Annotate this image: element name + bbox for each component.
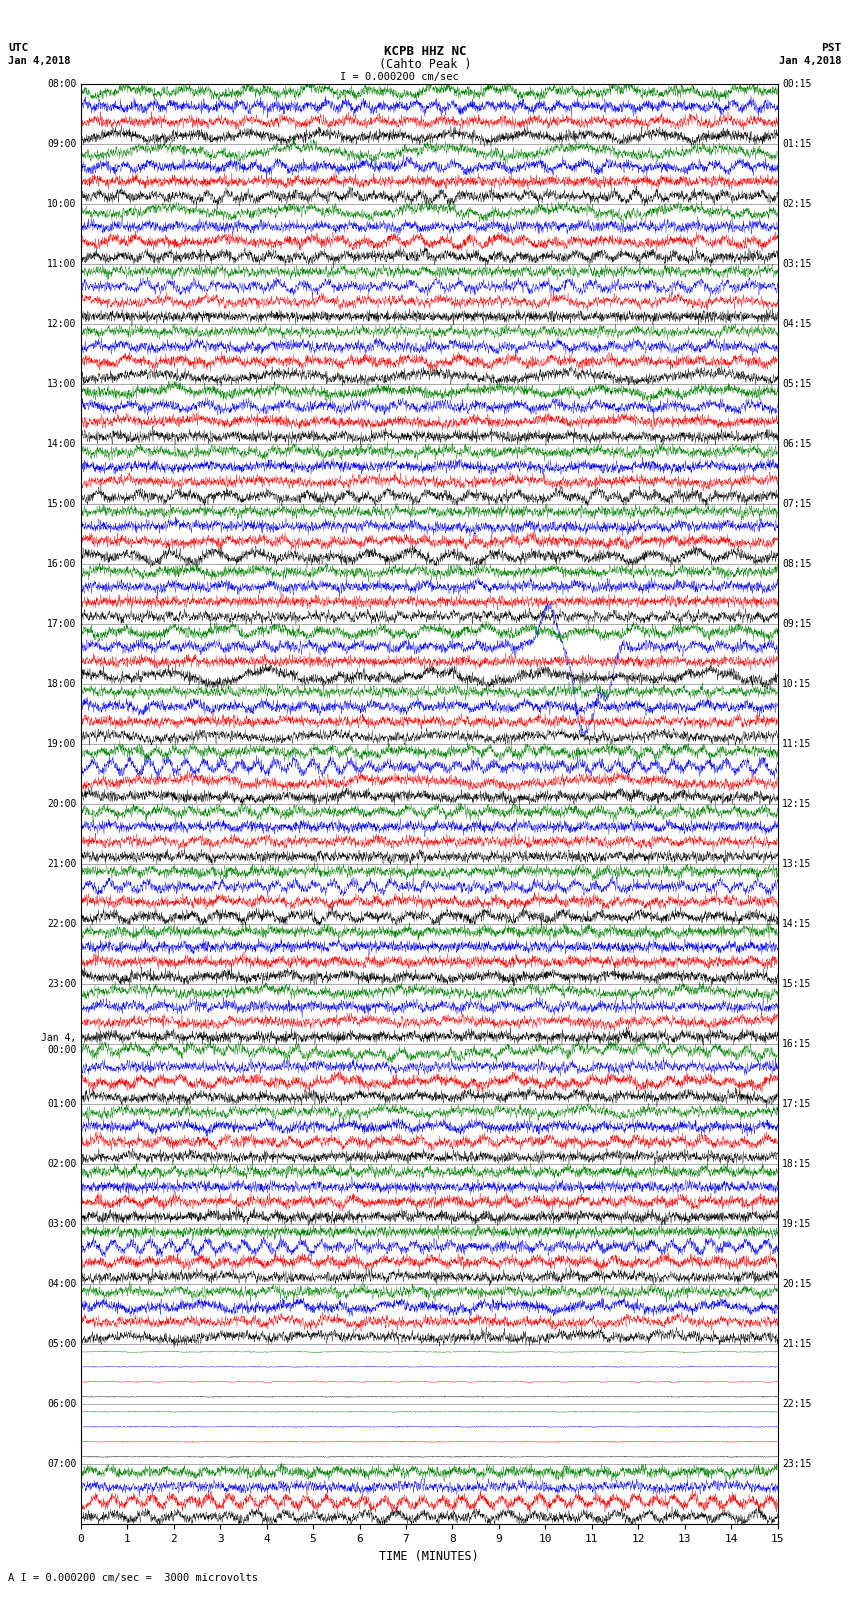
Text: 14:00: 14:00 [47, 439, 76, 448]
Text: 22:00: 22:00 [47, 919, 76, 929]
Text: Jan 4,2018: Jan 4,2018 [8, 56, 71, 66]
Text: 03:15: 03:15 [782, 260, 812, 269]
Text: 06:15: 06:15 [782, 439, 812, 448]
Text: 18:15: 18:15 [782, 1160, 812, 1169]
Text: 03:00: 03:00 [47, 1219, 76, 1229]
Text: I = 0.000200 cm/sec: I = 0.000200 cm/sec [340, 73, 459, 82]
Text: 17:15: 17:15 [782, 1098, 812, 1110]
Text: A I = 0.000200 cm/sec =  3000 microvolts: A I = 0.000200 cm/sec = 3000 microvolts [8, 1573, 258, 1582]
Text: 04:00: 04:00 [47, 1279, 76, 1289]
Text: 19:00: 19:00 [47, 739, 76, 748]
Text: 18:00: 18:00 [47, 679, 76, 689]
Text: 14:15: 14:15 [782, 919, 812, 929]
Text: 15:00: 15:00 [47, 498, 76, 510]
Text: 02:00: 02:00 [47, 1160, 76, 1169]
Text: PST: PST [821, 44, 842, 53]
Text: 19:15: 19:15 [782, 1219, 812, 1229]
Text: 05:00: 05:00 [47, 1339, 76, 1348]
Text: 21:00: 21:00 [47, 860, 76, 869]
Text: 11:00: 11:00 [47, 260, 76, 269]
Text: 13:00: 13:00 [47, 379, 76, 389]
Text: 01:00: 01:00 [47, 1098, 76, 1110]
Text: 23:00: 23:00 [47, 979, 76, 989]
Text: 15:15: 15:15 [782, 979, 812, 989]
Text: 02:15: 02:15 [782, 198, 812, 210]
Text: 07:00: 07:00 [47, 1460, 76, 1469]
Text: 01:15: 01:15 [782, 139, 812, 148]
Text: KCPB HHZ NC: KCPB HHZ NC [383, 45, 467, 58]
Text: 09:15: 09:15 [782, 619, 812, 629]
Text: 16:00: 16:00 [47, 560, 76, 569]
Text: 13:15: 13:15 [782, 860, 812, 869]
Text: UTC: UTC [8, 44, 29, 53]
Text: 07:15: 07:15 [782, 498, 812, 510]
Text: Jan 4,2018: Jan 4,2018 [779, 56, 842, 66]
Text: (Cahto Peak ): (Cahto Peak ) [379, 58, 471, 71]
Text: 10:00: 10:00 [47, 198, 76, 210]
Text: 23:15: 23:15 [782, 1460, 812, 1469]
Text: 08:00: 08:00 [47, 79, 76, 89]
Text: 10:15: 10:15 [782, 679, 812, 689]
Text: 06:00: 06:00 [47, 1398, 76, 1410]
Text: 21:15: 21:15 [782, 1339, 812, 1348]
Text: 04:15: 04:15 [782, 319, 812, 329]
Text: 22:15: 22:15 [782, 1398, 812, 1410]
Text: 17:00: 17:00 [47, 619, 76, 629]
Text: 12:15: 12:15 [782, 798, 812, 810]
Text: 16:15: 16:15 [782, 1039, 812, 1048]
Text: Jan 4,
00:00: Jan 4, 00:00 [42, 1034, 76, 1055]
Text: 11:15: 11:15 [782, 739, 812, 748]
Text: 08:15: 08:15 [782, 560, 812, 569]
Text: 12:00: 12:00 [47, 319, 76, 329]
Text: 20:15: 20:15 [782, 1279, 812, 1289]
Text: 20:00: 20:00 [47, 798, 76, 810]
Text: 00:15: 00:15 [782, 79, 812, 89]
Text: 05:15: 05:15 [782, 379, 812, 389]
X-axis label: TIME (MINUTES): TIME (MINUTES) [379, 1550, 479, 1563]
Text: 09:00: 09:00 [47, 139, 76, 148]
